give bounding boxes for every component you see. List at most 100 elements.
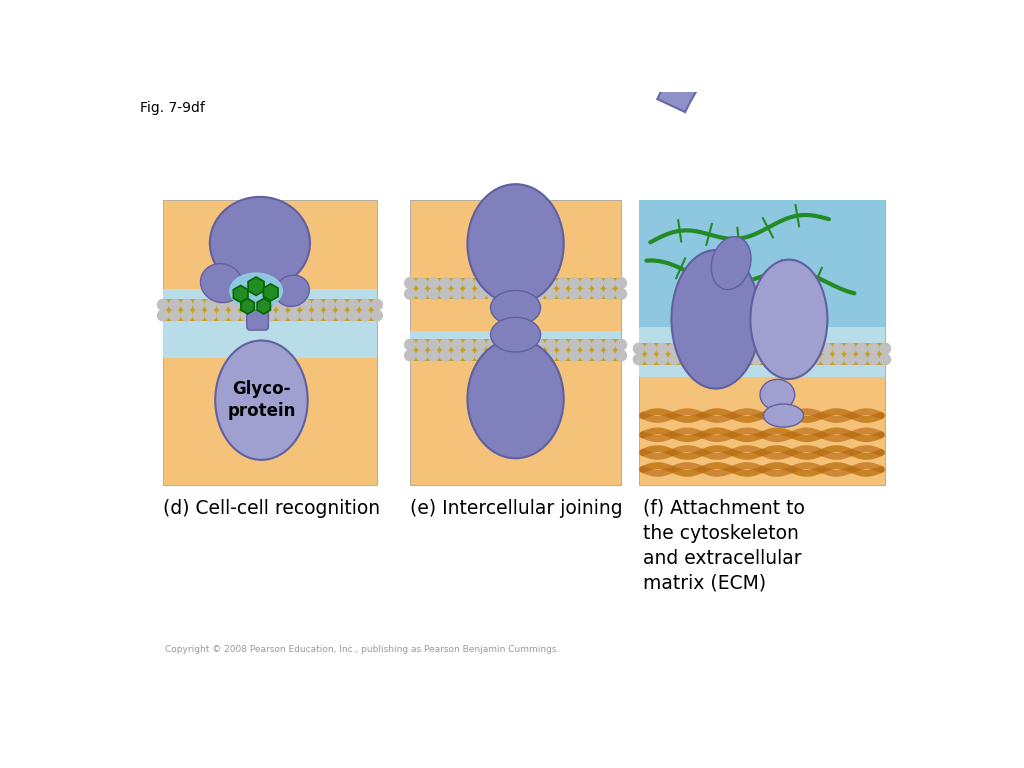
Circle shape: [868, 343, 879, 354]
Circle shape: [452, 289, 463, 300]
Circle shape: [534, 278, 545, 289]
Circle shape: [463, 350, 474, 361]
Circle shape: [264, 310, 275, 321]
Circle shape: [440, 289, 451, 300]
Circle shape: [372, 310, 382, 321]
Circle shape: [856, 343, 867, 354]
Ellipse shape: [215, 340, 307, 460]
Circle shape: [785, 343, 797, 354]
FancyBboxPatch shape: [247, 309, 268, 330]
Circle shape: [428, 339, 439, 350]
Text: (f) Attachment to
the cytoskeleton
and extracellular
matrix (ECM): (f) Attachment to the cytoskeleton and e…: [643, 498, 805, 593]
Circle shape: [716, 343, 726, 354]
Circle shape: [645, 354, 656, 365]
Circle shape: [510, 278, 521, 289]
Circle shape: [241, 300, 252, 310]
Circle shape: [404, 339, 416, 350]
Circle shape: [205, 300, 216, 310]
Circle shape: [557, 339, 568, 350]
Circle shape: [217, 300, 227, 310]
Circle shape: [821, 354, 831, 365]
Circle shape: [404, 350, 416, 361]
Ellipse shape: [210, 197, 310, 290]
Circle shape: [510, 350, 521, 361]
Circle shape: [568, 339, 580, 350]
Circle shape: [534, 289, 545, 300]
Circle shape: [169, 300, 180, 310]
Circle shape: [452, 278, 463, 289]
Circle shape: [348, 310, 358, 321]
Circle shape: [785, 354, 797, 365]
Circle shape: [845, 354, 855, 365]
Circle shape: [751, 354, 762, 365]
Circle shape: [428, 350, 439, 361]
Circle shape: [463, 289, 474, 300]
Circle shape: [486, 339, 498, 350]
Text: Glyco-
protein: Glyco- protein: [227, 380, 296, 420]
Circle shape: [276, 300, 287, 310]
Circle shape: [452, 339, 463, 350]
Circle shape: [604, 278, 614, 289]
Circle shape: [486, 289, 498, 300]
Circle shape: [475, 278, 485, 289]
Circle shape: [634, 354, 644, 365]
Circle shape: [440, 350, 451, 361]
Circle shape: [809, 343, 820, 354]
Circle shape: [312, 300, 323, 310]
Circle shape: [463, 278, 474, 289]
Circle shape: [592, 339, 603, 350]
Circle shape: [774, 354, 785, 365]
Circle shape: [856, 354, 867, 365]
Ellipse shape: [672, 250, 760, 389]
Bar: [410, 200, 621, 485]
Circle shape: [833, 354, 844, 365]
Circle shape: [703, 354, 715, 365]
Ellipse shape: [712, 237, 751, 290]
Circle shape: [417, 350, 427, 361]
Circle shape: [417, 289, 427, 300]
Circle shape: [821, 343, 831, 354]
Circle shape: [217, 310, 227, 321]
Circle shape: [568, 289, 580, 300]
Circle shape: [656, 343, 668, 354]
Circle shape: [158, 310, 168, 321]
Circle shape: [300, 310, 311, 321]
Polygon shape: [241, 299, 254, 314]
Bar: [639, 343, 885, 365]
Ellipse shape: [467, 184, 563, 303]
Circle shape: [522, 350, 532, 361]
Circle shape: [568, 278, 580, 289]
Circle shape: [372, 300, 382, 310]
Circle shape: [348, 300, 358, 310]
Circle shape: [592, 350, 603, 361]
Circle shape: [615, 339, 627, 350]
Circle shape: [499, 289, 509, 300]
Circle shape: [289, 300, 299, 310]
Circle shape: [798, 354, 808, 365]
Ellipse shape: [751, 260, 827, 379]
Circle shape: [680, 343, 691, 354]
Circle shape: [194, 300, 204, 310]
Circle shape: [359, 300, 371, 310]
Circle shape: [194, 310, 204, 321]
Circle shape: [656, 354, 668, 365]
Circle shape: [880, 343, 891, 354]
Circle shape: [417, 278, 427, 289]
Circle shape: [276, 310, 287, 321]
Polygon shape: [263, 284, 279, 301]
Circle shape: [763, 354, 773, 365]
Circle shape: [289, 310, 299, 321]
Bar: [410, 278, 621, 300]
Circle shape: [324, 300, 335, 310]
Circle shape: [522, 289, 532, 300]
Bar: [639, 327, 885, 377]
Circle shape: [486, 350, 498, 361]
Circle shape: [404, 289, 416, 300]
Circle shape: [739, 343, 750, 354]
Circle shape: [615, 350, 627, 361]
Circle shape: [510, 339, 521, 350]
Ellipse shape: [275, 275, 309, 306]
Circle shape: [510, 289, 521, 300]
Polygon shape: [233, 286, 248, 303]
Circle shape: [158, 300, 168, 310]
